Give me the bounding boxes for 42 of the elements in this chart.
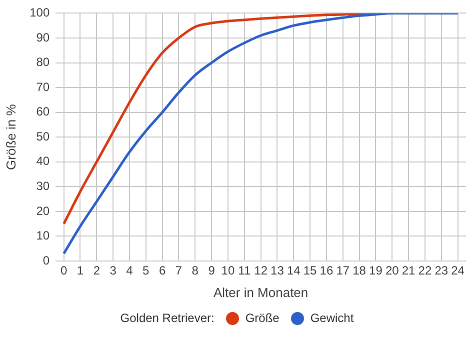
- y-tick-label: 30: [36, 178, 50, 193]
- x-axis-title: Alter in Monaten: [213, 284, 308, 300]
- x-tick-label: 18: [352, 264, 366, 278]
- x-tick-label: 21: [402, 264, 416, 278]
- x-tick-label: 24: [451, 264, 465, 278]
- x-tick-label: 9: [208, 264, 216, 278]
- y-axis-title: Größe in %: [3, 104, 18, 170]
- x-tick-label: 4: [126, 264, 134, 278]
- x-tick-label: 5: [142, 264, 150, 278]
- y-tick-label: 90: [36, 30, 50, 44]
- x-tick-label: 8: [192, 264, 199, 278]
- y-tick-label: 80: [36, 55, 50, 70]
- x-tick-label: 15: [303, 264, 318, 278]
- x-tick-label: 13: [270, 264, 284, 278]
- y-tick-label: 50: [36, 129, 50, 144]
- y-tick-label: 20: [36, 204, 50, 218]
- y-tick-label: 100: [30, 6, 50, 20]
- legend-label: Größe: [245, 311, 280, 325]
- x-tick-label: 19: [369, 264, 383, 278]
- x-tick-label: 7: [175, 264, 182, 278]
- x-tick-label: 3: [110, 264, 117, 278]
- x-tick-label: 1: [76, 264, 84, 278]
- y-tick-label: 0: [42, 253, 50, 268]
- x-tick-label: 23: [434, 264, 448, 278]
- y-tick-label: 60: [36, 104, 50, 119]
- x-tick-label: 20: [385, 264, 400, 278]
- x-tick-label: 10: [221, 264, 235, 278]
- x-tick-label: 17: [336, 264, 350, 278]
- x-tick-label: 12: [254, 264, 268, 278]
- x-tick-label: 6: [158, 264, 166, 278]
- y-tick-label: 10: [36, 228, 50, 243]
- x-tick-label: 0: [60, 264, 68, 278]
- line-series: [62, 13, 460, 255]
- x-tick-label: 22: [418, 264, 432, 278]
- x-tick-label: 2: [93, 264, 100, 278]
- x-tick-label: 16: [320, 264, 334, 278]
- y-tick-label: 40: [36, 154, 50, 168]
- x-tick-label: 11: [238, 264, 251, 278]
- legend-label: Gewicht: [310, 311, 354, 325]
- x-tick-label: 14: [286, 264, 301, 278]
- y-tick-label: 70: [36, 80, 50, 94]
- legend-title: Golden Retriever:: [120, 311, 214, 325]
